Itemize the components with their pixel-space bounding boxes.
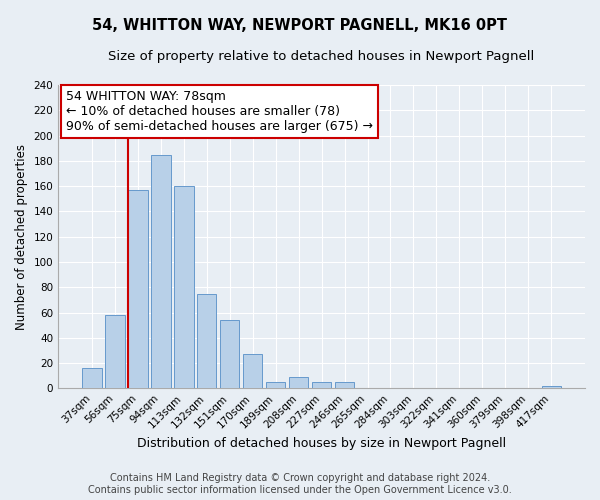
Text: 54 WHITTON WAY: 78sqm
← 10% of detached houses are smaller (78)
90% of semi-deta: 54 WHITTON WAY: 78sqm ← 10% of detached … xyxy=(66,90,373,132)
Bar xyxy=(197,294,217,388)
Bar xyxy=(266,382,286,388)
Bar xyxy=(128,190,148,388)
Bar xyxy=(151,154,170,388)
Bar xyxy=(82,368,101,388)
Bar xyxy=(174,186,194,388)
Bar xyxy=(289,377,308,388)
Bar xyxy=(542,386,561,388)
Bar xyxy=(220,320,239,388)
X-axis label: Distribution of detached houses by size in Newport Pagnell: Distribution of detached houses by size … xyxy=(137,437,506,450)
Bar xyxy=(243,354,262,388)
Bar xyxy=(105,315,125,388)
Text: 54, WHITTON WAY, NEWPORT PAGNELL, MK16 0PT: 54, WHITTON WAY, NEWPORT PAGNELL, MK16 0… xyxy=(92,18,508,32)
Bar xyxy=(312,382,331,388)
Y-axis label: Number of detached properties: Number of detached properties xyxy=(15,144,28,330)
Title: Size of property relative to detached houses in Newport Pagnell: Size of property relative to detached ho… xyxy=(109,50,535,63)
Bar xyxy=(335,382,355,388)
Text: Contains HM Land Registry data © Crown copyright and database right 2024.
Contai: Contains HM Land Registry data © Crown c… xyxy=(88,474,512,495)
